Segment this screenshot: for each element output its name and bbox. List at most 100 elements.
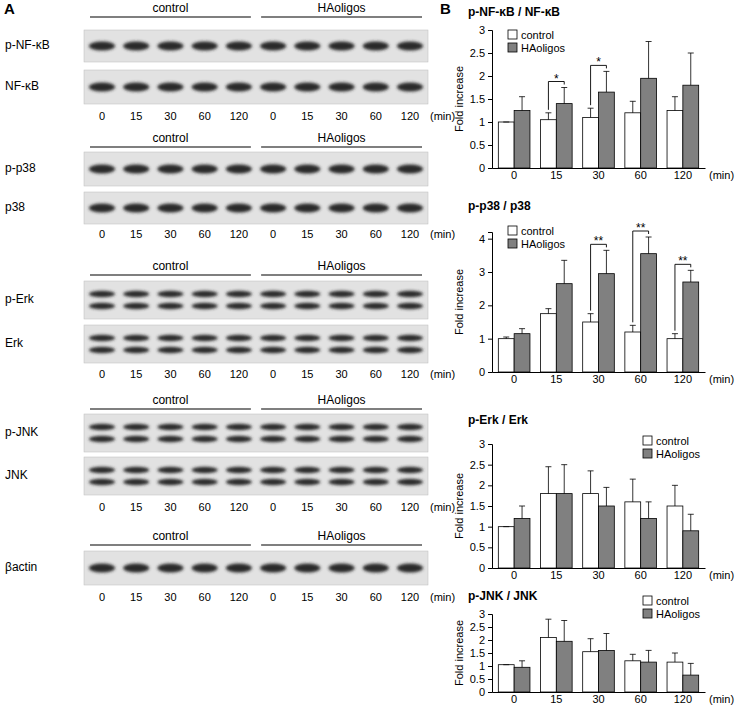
blot-band	[157, 479, 183, 485]
x-tick: 60	[635, 568, 647, 581]
bar	[683, 282, 699, 372]
y-axis-line	[488, 31, 493, 169]
x-tick-label: 60	[635, 693, 647, 705]
x-tick-label: 120	[674, 169, 692, 181]
error-bar-cap	[672, 653, 678, 654]
bar-chart: 00.511.522.530153060120(min)p-NF-κB / NF…	[453, 5, 734, 181]
y-tick: 0	[479, 562, 492, 574]
y-tick-mark	[488, 444, 492, 445]
plot-marks	[498, 465, 698, 568]
time-label: 30	[335, 110, 347, 122]
y-tick-mark	[488, 239, 492, 240]
y-axis-label: Fold increase	[453, 66, 465, 132]
y-tick-label: 1.5	[470, 647, 485, 659]
group-line	[261, 16, 422, 17]
y-tick: 1.5	[470, 647, 492, 659]
time-label: 30	[164, 501, 176, 513]
significance-label: **	[636, 221, 646, 235]
blot-band	[260, 479, 286, 485]
error-bar	[672, 653, 678, 662]
blot-band	[329, 204, 355, 213]
x-tick-label: 15	[550, 693, 562, 705]
error-bar	[630, 325, 636, 332]
y-tick: 2	[479, 634, 492, 646]
error-bar-stem	[590, 108, 591, 117]
error-bar-cap	[588, 638, 594, 639]
error-bar	[603, 487, 609, 506]
y-tick-mark	[488, 272, 492, 273]
y-tick-mark	[488, 627, 492, 628]
blot-label: p-JNK	[5, 425, 38, 439]
time-label: 0	[99, 110, 105, 122]
blot-band	[363, 347, 389, 353]
time-unit: (min)	[430, 368, 455, 380]
error-bar-cap	[603, 71, 609, 72]
legend-swatch	[508, 30, 517, 39]
blot-band	[157, 204, 183, 213]
bar	[514, 334, 530, 372]
time-label: 120	[230, 110, 248, 122]
blot-band	[157, 303, 183, 309]
significance-label: **	[678, 254, 688, 268]
time-label: 120	[401, 501, 419, 513]
error-bar	[545, 619, 551, 637]
bar	[641, 518, 657, 568]
error-bar	[603, 634, 609, 651]
bar	[641, 662, 657, 692]
blot-band	[294, 303, 320, 309]
blot-band	[157, 291, 183, 297]
bar	[541, 120, 557, 168]
bar	[667, 506, 683, 568]
y-tick-label: 1	[479, 521, 485, 533]
blot-band	[157, 335, 183, 341]
blot-band	[226, 347, 252, 353]
bar	[498, 665, 514, 692]
y-tick: 1.5	[470, 500, 492, 512]
error-bar-stem	[548, 113, 549, 120]
error-bar	[588, 108, 594, 117]
bar	[667, 662, 683, 692]
blot-band	[329, 165, 355, 174]
x-tick-label: 60	[635, 169, 647, 181]
error-bar	[519, 506, 525, 518]
bar	[641, 254, 657, 372]
y-tick-mark	[488, 527, 492, 528]
bar	[541, 637, 557, 692]
blot-band	[329, 335, 355, 341]
y-tick-label: 3	[479, 438, 485, 450]
error-bar	[519, 661, 525, 668]
error-bar-cap	[688, 53, 694, 54]
legend-label: control	[656, 435, 689, 447]
x-tick: 15	[550, 692, 562, 705]
x-tick: 120	[674, 168, 692, 181]
blot-panel: controlHAoligosp-ErkErk01530601200153060…	[5, 259, 455, 380]
blot-panel: controlHAoligosp-NF-κBNF-κB0153060120015…	[5, 1, 455, 122]
x-tick: 30	[592, 372, 604, 385]
time-label: 15	[301, 110, 313, 122]
y-tick: 0.5	[470, 541, 492, 553]
blot-band	[123, 479, 149, 485]
blot-band	[397, 204, 423, 213]
bar	[541, 494, 557, 568]
time-label: 0	[270, 501, 276, 513]
error-bar	[561, 88, 567, 104]
error-bar	[503, 526, 509, 527]
y-tick-mark	[488, 339, 492, 340]
time-label: 0	[270, 368, 276, 380]
y-tick-label: 2.5	[470, 621, 485, 633]
significance-label: *	[596, 55, 601, 69]
blot-band	[123, 42, 149, 51]
y-tick-mark	[488, 76, 492, 77]
y-tick-mark	[488, 692, 492, 693]
time-unit: (min)	[430, 591, 455, 603]
legend-label: HAoligos	[656, 448, 701, 460]
blot-band	[329, 479, 355, 485]
y-tick: 2	[479, 299, 492, 311]
x-tick-label: 15	[550, 569, 562, 581]
error-bar-stem	[564, 621, 565, 642]
time-label: 0	[270, 228, 276, 240]
bar	[683, 85, 699, 168]
error-bar-stem	[522, 97, 523, 111]
y-tick: 2	[479, 479, 492, 491]
y-axis-line	[488, 233, 493, 373]
